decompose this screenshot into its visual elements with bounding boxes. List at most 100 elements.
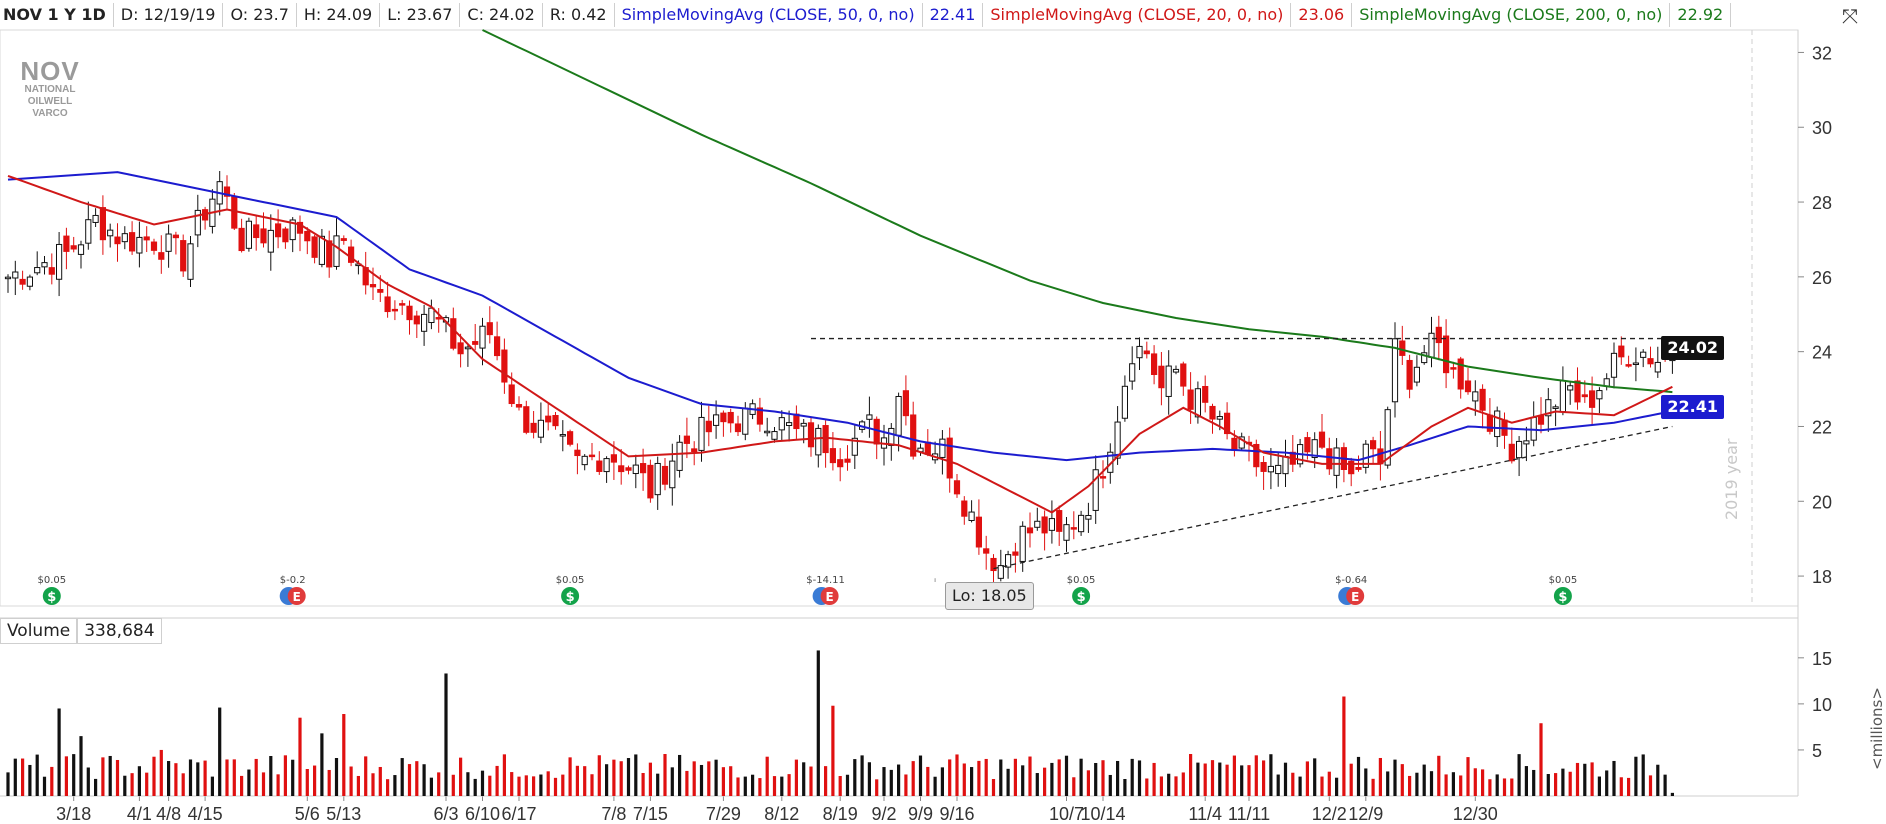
volume-bar — [378, 766, 382, 796]
candle-body — [1056, 510, 1063, 532]
candle-body — [48, 267, 55, 275]
volume-bar — [1429, 771, 1434, 796]
earnings-icon-second — [1346, 587, 1365, 605]
chart-header: NOV 1 Y 1D D: 12/19/19 O: 23.7 H: 24.09 … — [0, 0, 1800, 30]
candle-body — [953, 480, 961, 495]
candle-body — [552, 415, 559, 427]
candle-body — [610, 454, 617, 463]
date-tick-label: 4/15 — [188, 804, 223, 824]
price-tick-label: 20 — [1812, 492, 1832, 512]
candle-body — [1187, 389, 1194, 410]
candle-body — [1041, 516, 1048, 534]
volume-bar — [824, 766, 828, 796]
candle-body — [822, 425, 829, 454]
symbol-label[interactable]: NOV 1 Y 1D — [0, 3, 114, 27]
volume-bar — [1283, 762, 1288, 796]
candle-body — [961, 500, 968, 517]
sma50-study-label[interactable]: SimpleMovingAvg (CLOSE, 50, 0, no) — [615, 3, 923, 27]
volume-bar — [466, 772, 470, 796]
event-value-label: $-14.11 — [806, 575, 845, 586]
candle-body — [70, 245, 77, 250]
volume-bar — [225, 759, 229, 796]
collapse-icon[interactable]: ⤧ — [1842, 4, 1858, 28]
volume-bar — [1408, 775, 1412, 796]
high-readout: H: 24.09 — [297, 3, 381, 27]
candle-body — [508, 384, 515, 405]
volume-bar — [1342, 696, 1346, 796]
earnings-icon-glyph: E — [1351, 590, 1359, 604]
candle-body — [1231, 437, 1238, 451]
date-tick-label: 9/9 — [908, 804, 933, 824]
candle-body — [1165, 365, 1172, 397]
price-tick-label: 24 — [1812, 343, 1832, 363]
volume-bar — [196, 762, 200, 796]
volume-bar — [1101, 760, 1105, 796]
candle-body — [282, 228, 289, 243]
candle-body — [435, 317, 442, 320]
dividend-icon — [1072, 587, 1091, 605]
volume-bar — [1262, 760, 1266, 796]
volume-bar — [1612, 760, 1616, 796]
volume-bar — [1086, 770, 1090, 796]
volume-bar — [1298, 776, 1302, 796]
candle-body — [1362, 443, 1369, 468]
volume-label[interactable]: Volume — [0, 618, 78, 644]
volume-bar — [327, 769, 331, 796]
candle-body — [793, 413, 800, 430]
volume-bar — [108, 755, 112, 796]
volume-bar — [123, 775, 127, 796]
dividend-icon-glyph: $ — [566, 590, 575, 605]
volume-bar — [802, 762, 806, 796]
volume-bar — [218, 707, 222, 796]
date-tick-label: 7/15 — [633, 804, 668, 824]
volume-bar — [1554, 773, 1558, 796]
candle-body — [311, 236, 318, 258]
volume-bar — [1656, 764, 1660, 796]
volume-bar — [962, 763, 966, 796]
volume-bar — [1320, 776, 1324, 796]
candle-body — [778, 417, 785, 431]
candle-body — [1260, 461, 1267, 472]
date-tick-label: 9/16 — [939, 804, 974, 824]
candle-body — [764, 430, 771, 434]
last-price-tag: 24.02 — [1661, 336, 1724, 360]
logo-mark: NOV — [20, 56, 80, 86]
sma200-study-value: 22.92 — [1670, 3, 1732, 27]
candle-body — [1559, 380, 1567, 413]
sma200-study-label[interactable]: SimpleMovingAvg (CLOSE, 200, 0, no) — [1352, 3, 1671, 27]
volume-bar — [1240, 765, 1244, 796]
candle-body — [1099, 476, 1107, 479]
volume-bar — [517, 776, 521, 796]
volume-bar — [1006, 768, 1010, 796]
sma20-study-label[interactable]: SimpleMovingAvg (CLOSE, 20, 0, no) — [983, 3, 1292, 27]
candle-body — [968, 511, 975, 521]
candle-body — [1202, 385, 1209, 403]
volume-bar — [13, 758, 17, 796]
volume-bar — [1488, 779, 1492, 796]
volume-bar — [1137, 760, 1142, 796]
candle-body — [304, 230, 311, 242]
candle-body — [413, 315, 420, 325]
candle-body — [939, 438, 946, 458]
candle-body — [574, 449, 581, 457]
volume-bar — [254, 758, 258, 796]
candle-body — [829, 448, 836, 464]
volume-bar — [1123, 778, 1127, 796]
candle-body — [567, 431, 574, 445]
volume-bar — [977, 760, 981, 796]
volume-bar — [1495, 774, 1499, 796]
volume-bar — [751, 774, 755, 796]
event-value-label: $-0.2 — [280, 575, 306, 586]
volume-bar — [648, 762, 652, 796]
candle-body — [866, 414, 873, 420]
volume-bar — [926, 766, 930, 796]
earnings-icon-second — [820, 587, 839, 605]
candle-body — [654, 462, 661, 496]
candle-body — [1129, 363, 1136, 382]
volume-bar — [1400, 764, 1404, 796]
candle-body — [676, 441, 683, 471]
volume-bar — [240, 775, 244, 796]
candle-body — [618, 465, 625, 473]
